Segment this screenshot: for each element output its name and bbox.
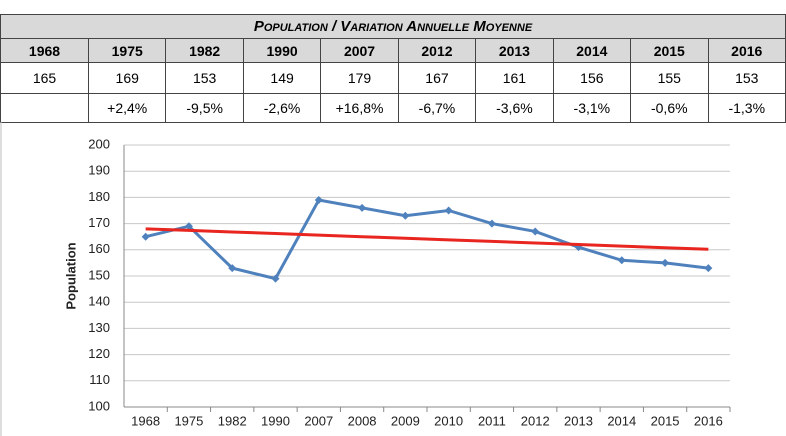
y-tick-label: 130 (88, 320, 110, 335)
y-tick-label: 120 (88, 346, 110, 361)
variation-row: +2,4% -9,5% -2,6% +16,8% -6,7% -3,6% -3,1% -0,6… (0, 93, 786, 123)
x-tick-label: 2011 (478, 413, 506, 428)
y-tick-label: 170 (88, 215, 110, 230)
x-tick-label: 2013 (564, 413, 593, 428)
blank-cell (0, 93, 89, 123)
point (661, 258, 670, 267)
variation-cell: -9,5% (165, 93, 244, 123)
variation-cell: +16,8% (320, 93, 399, 123)
population-cell: 155 (630, 62, 709, 94)
x-tick-label: 1990 (261, 413, 290, 428)
y-tick-label: 150 (88, 267, 110, 282)
point (704, 264, 713, 273)
population-row: 165 169 153 149 179 167 161 156 155 153 (0, 62, 786, 94)
population-cell: 165 (0, 62, 89, 94)
x-tick-label: 2007 (304, 413, 333, 428)
x-tick-label: 2010 (434, 413, 463, 428)
header-cell: 1990 (242, 38, 322, 63)
point (184, 222, 193, 231)
y-tick-label: 140 (88, 294, 110, 309)
header-cell: 2013 (475, 38, 554, 63)
x-tick-label: 2012 (521, 413, 550, 428)
variation-cell: -2,6% (242, 93, 322, 123)
point (444, 206, 453, 215)
header-cell: 2016 (707, 38, 786, 63)
x-tick-label: 2014 (607, 413, 636, 428)
population-cell: 153 (165, 62, 244, 94)
y-tick-label: 180 (88, 189, 110, 204)
population-cell: 161 (475, 62, 554, 94)
variation-cell: -3,1% (552, 93, 632, 123)
y-tick-label: 110 (89, 372, 110, 387)
x-tick-label: 2009 (391, 413, 420, 428)
population-cell: 153 (707, 62, 786, 94)
header-cell: 1982 (165, 38, 244, 63)
point (358, 203, 367, 212)
series-line (145, 227, 709, 251)
variation-cell: -3,6% (475, 93, 554, 123)
point (531, 227, 540, 236)
variation-cell: +2,4% (87, 93, 167, 123)
header-row: 1968 1975 1982 1990 2007 2012 2013 2014 2015 2016 (0, 38, 786, 63)
header-cell: 1975 (87, 38, 167, 63)
population-cell: 149 (242, 62, 322, 94)
population-cell: 167 (397, 62, 477, 94)
y-tick-label: 200 (88, 136, 110, 151)
header-cell: 2015 (630, 38, 709, 63)
header-cell: 2012 (397, 38, 477, 63)
x-tick-label: 1975 (174, 413, 203, 428)
population-cell: 156 (552, 62, 632, 94)
x-tick-label: 1982 (218, 413, 247, 428)
x-tick-label: 1968 (131, 413, 160, 428)
header-cell: 2007 (320, 38, 399, 63)
population-cell: 179 (320, 62, 399, 94)
x-tick-label: 2016 (694, 413, 723, 428)
variation-cell: -6,7% (397, 93, 477, 123)
point (401, 211, 410, 220)
chart: 100 110 120 130 140 150 160 170 180 190 200 Populat… (0, 122, 731, 436)
header-cell: 1968 (0, 38, 89, 63)
series-line (145, 198, 709, 281)
y-tick-label: 100 (88, 398, 110, 413)
population-table: Population / Variation Annuelle Moyenne … (0, 14, 786, 123)
variation-cell: -1,3% (707, 93, 786, 123)
point (314, 196, 323, 205)
table-title: Population / Variation Annuelle Moyenne (0, 14, 786, 39)
point (271, 274, 280, 283)
y-axis-label: Population (63, 242, 78, 309)
x-tick-label: 2008 (348, 413, 377, 428)
point (228, 264, 237, 273)
y-tick-label: 190 (88, 163, 110, 178)
point (487, 219, 496, 228)
header-cell: 2014 (552, 38, 632, 63)
variation-cell: -0,6% (630, 93, 709, 123)
point (574, 243, 583, 252)
point (141, 232, 150, 241)
point (617, 256, 626, 265)
population-cell: 169 (87, 62, 167, 94)
x-tick-label: 2015 (651, 413, 680, 428)
y-tick-label: 160 (88, 241, 110, 256)
